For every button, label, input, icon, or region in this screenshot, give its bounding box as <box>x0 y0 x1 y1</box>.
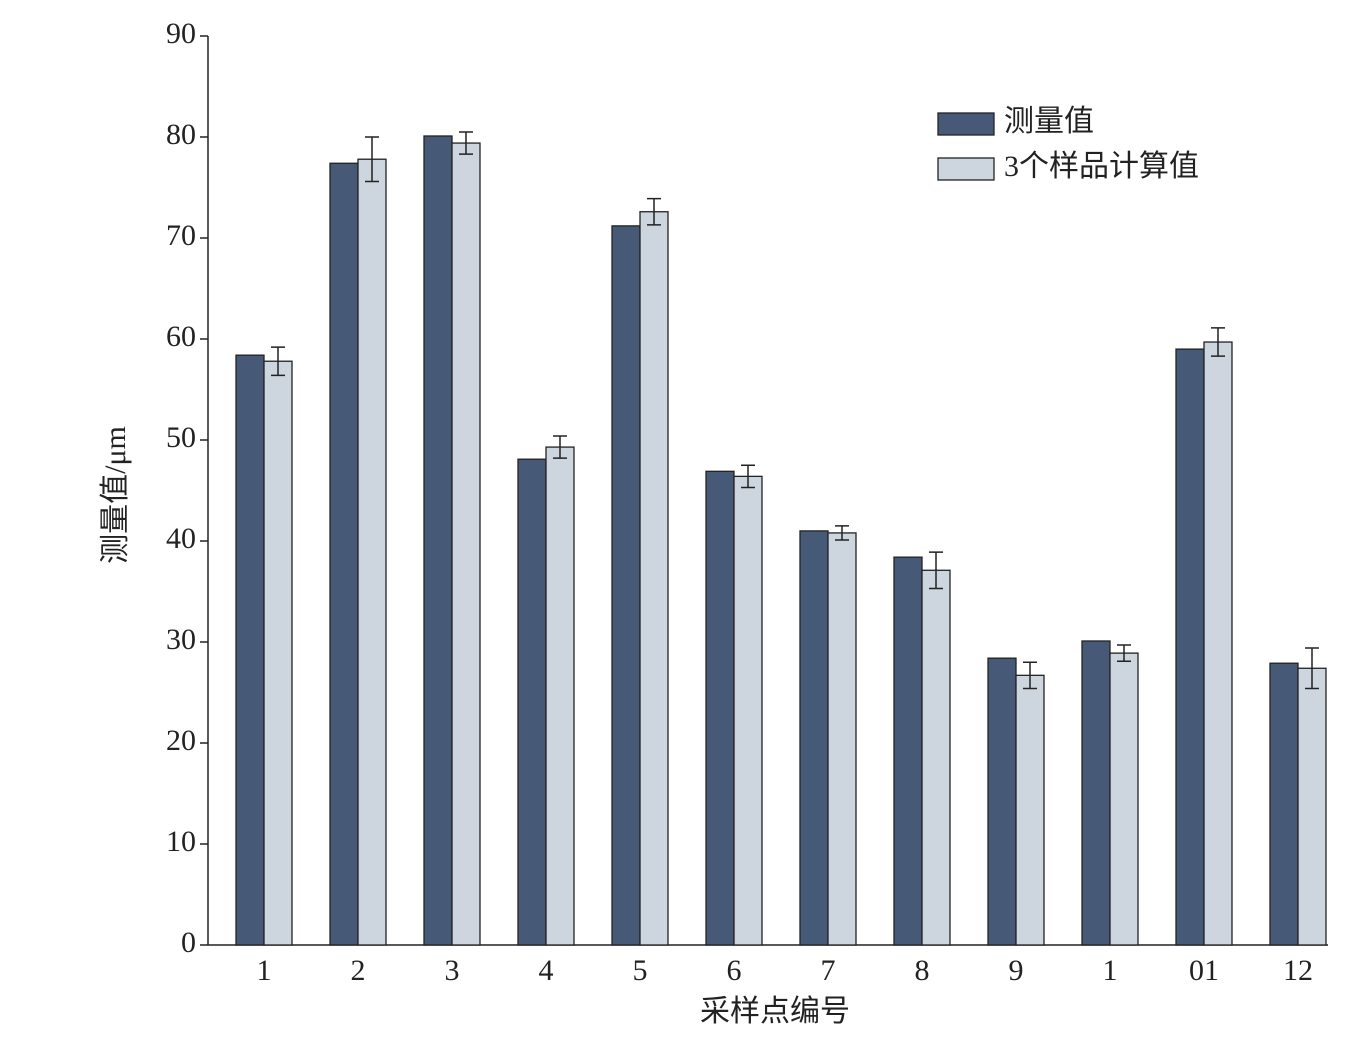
y-tick-label: 70 <box>166 219 196 252</box>
x-tick-label: 2 <box>351 954 366 987</box>
y-tick-label: 10 <box>166 825 196 858</box>
y-tick-label: 20 <box>166 724 196 757</box>
x-tick-label: 7 <box>821 954 836 987</box>
bar <box>357 158 387 946</box>
bar <box>1015 674 1045 946</box>
error-bar <box>741 464 755 489</box>
error-bar <box>365 136 379 183</box>
bar <box>639 211 669 946</box>
y-tick-label: 0 <box>181 926 196 959</box>
bar <box>235 354 265 946</box>
error-bar <box>271 346 285 377</box>
bar <box>893 556 923 946</box>
legend-label: 测量值 <box>1004 105 1094 138</box>
x-tick-label: 9 <box>1009 954 1024 987</box>
error-bar <box>1023 661 1037 690</box>
bar <box>733 475 763 946</box>
bar <box>1175 348 1205 946</box>
x-axis-label: 采样点编号 <box>700 995 850 1028</box>
bar <box>517 458 547 946</box>
x-tick-label: 01 <box>1189 954 1219 987</box>
bar <box>1109 652 1139 946</box>
x-tick-label: 5 <box>633 954 648 987</box>
bar <box>451 142 481 946</box>
error-bar <box>1305 647 1319 690</box>
legend-swatch <box>937 112 995 136</box>
bar <box>1081 640 1111 946</box>
x-tick-label: 3 <box>445 954 460 987</box>
bar <box>263 360 293 946</box>
y-tick-label: 40 <box>166 522 196 555</box>
error-bar <box>1117 644 1131 662</box>
x-tick-label: 1 <box>257 954 272 987</box>
x-tick-label: 12 <box>1283 954 1313 987</box>
x-tick-label: 1 <box>1103 954 1118 987</box>
bar <box>423 135 453 946</box>
y-tick-label: 80 <box>166 118 196 151</box>
error-bar <box>929 551 943 590</box>
bar <box>827 532 857 946</box>
x-tick-label: 6 <box>727 954 742 987</box>
bar <box>987 657 1017 946</box>
error-bar <box>647 197 661 226</box>
y-tick-label: 30 <box>166 623 196 656</box>
x-tick-label: 8 <box>915 954 930 987</box>
error-bar <box>553 435 567 459</box>
bar <box>329 162 359 946</box>
error-bar <box>835 525 849 541</box>
error-bar <box>1211 327 1225 357</box>
bar <box>921 569 951 946</box>
y-tick-label: 90 <box>166 17 196 50</box>
y-tick-label: 60 <box>166 320 196 353</box>
bar <box>1269 662 1299 946</box>
bar <box>611 225 641 946</box>
bar <box>1203 341 1233 946</box>
legend-label: 3个样品计算值 <box>1004 150 1199 183</box>
error-bar <box>459 131 473 155</box>
y-tick-label: 50 <box>166 421 196 454</box>
bar <box>1297 667 1327 946</box>
legend-swatch <box>937 157 995 181</box>
bar <box>799 530 829 946</box>
bar <box>545 446 575 946</box>
y-axis-label: 测量值/μm <box>99 426 132 564</box>
x-tick-label: 4 <box>539 954 554 987</box>
bar <box>705 470 735 946</box>
